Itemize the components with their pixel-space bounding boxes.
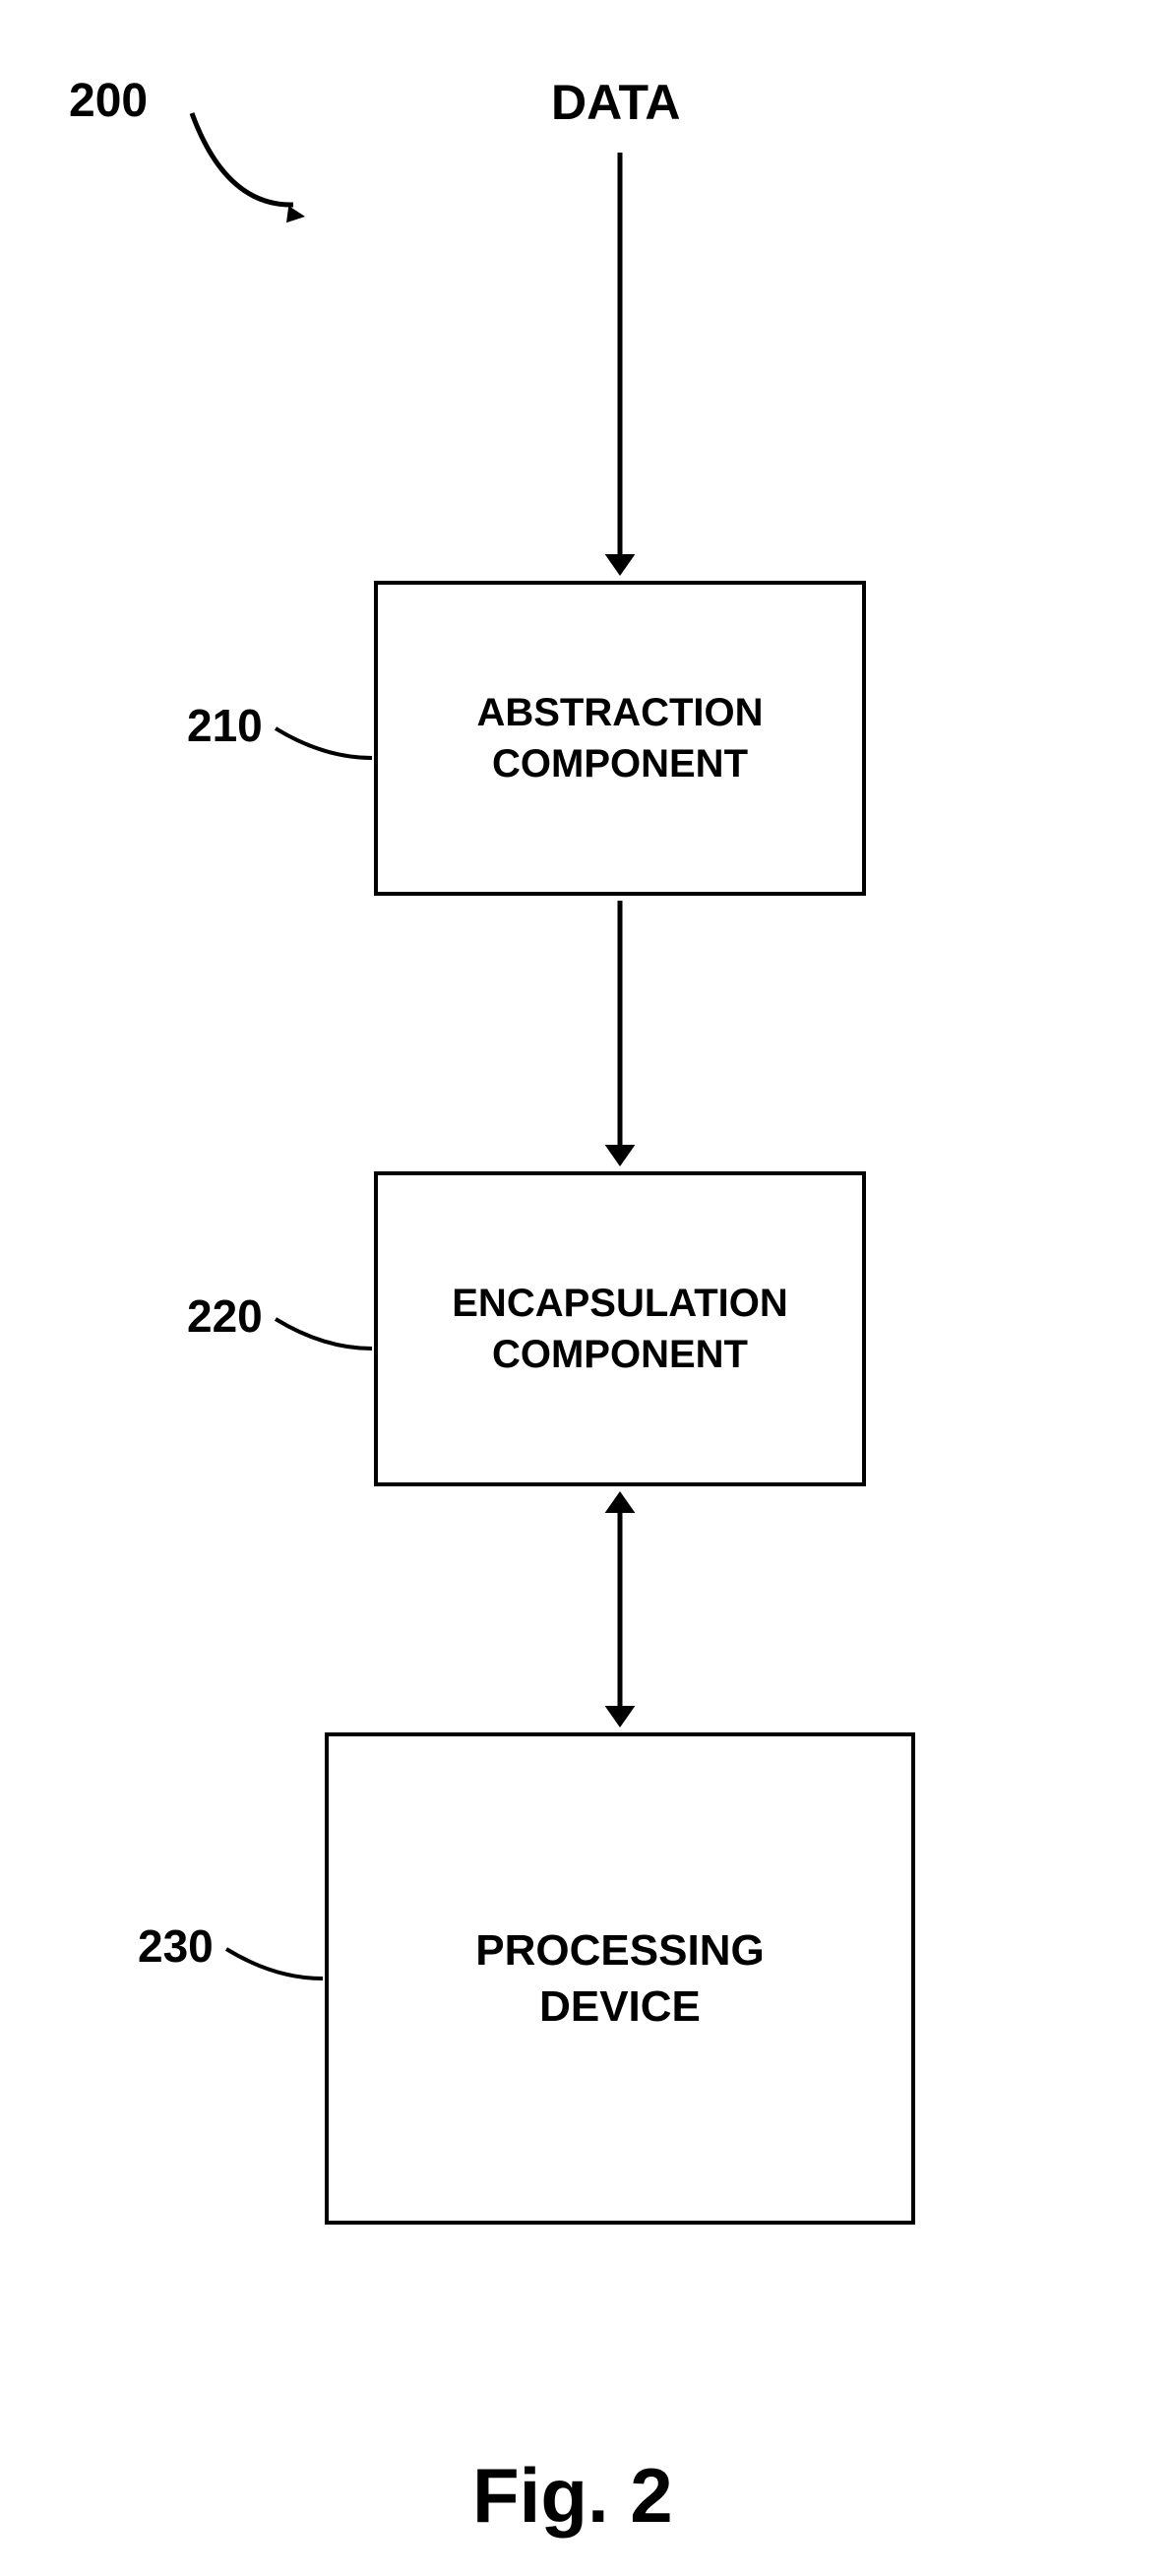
- abstraction-component-label: ABSTRACTIONCOMPONENT: [476, 687, 763, 789]
- diagram-container: 200 DATA ABSTRACTIONCOMPONENT 210 ENCAPS…: [0, 0, 1174, 2576]
- encapsulation-component-box: ENCAPSULATIONCOMPONENT: [374, 1171, 866, 1486]
- data-input-label: DATA: [551, 74, 680, 131]
- processing-ref-label: 230: [138, 1919, 214, 1973]
- processing-device-box: PROCESSINGDEVICE: [325, 1732, 915, 2225]
- processing-device-label: PROCESSINGDEVICE: [475, 1922, 764, 2035]
- abstraction-component-box: ABSTRACTIONCOMPONENT: [374, 581, 866, 896]
- encapsulation-component-label: ENCAPSULATIONCOMPONENT: [452, 1278, 787, 1380]
- diagram-reference-number: 200: [69, 74, 148, 128]
- abstraction-ref-label: 210: [187, 699, 263, 752]
- encapsulation-ref-label: 220: [187, 1289, 263, 1343]
- figure-caption: Fig. 2: [472, 2451, 673, 2541]
